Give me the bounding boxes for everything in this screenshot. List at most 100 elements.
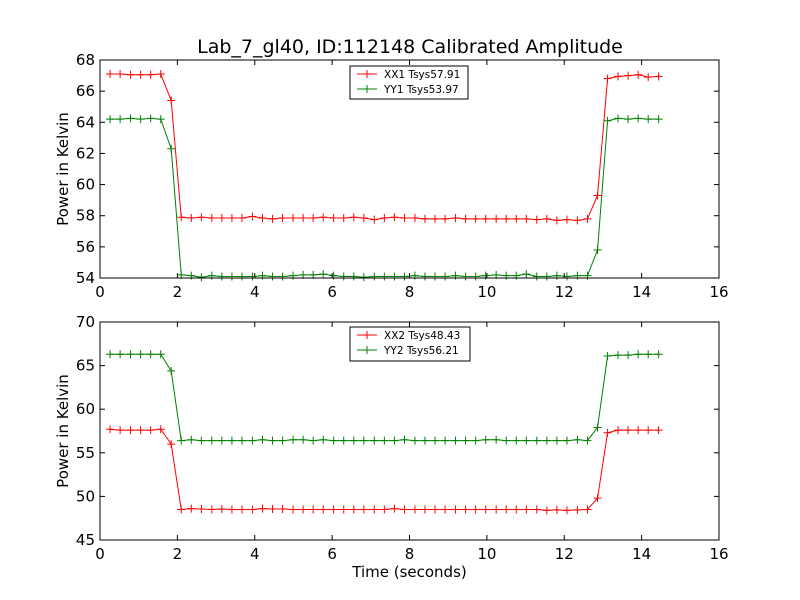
x-tick-label: 2 [173,283,183,301]
data-point [654,72,663,81]
data-point [319,270,328,279]
legend-marker [363,70,371,78]
data-point [146,114,155,123]
data-point [156,350,165,359]
x-tick-label: 10 [477,545,496,563]
data-point [126,426,135,435]
data-point [116,70,125,79]
data-point [573,216,582,225]
data-point [359,505,368,514]
data-point [492,214,501,223]
data-point [471,505,480,514]
x-tick-label: 16 [709,283,728,301]
data-point [400,435,409,444]
x-tick-label: 12 [555,545,574,563]
data-point [492,505,501,514]
data-point [207,505,216,514]
data-point [512,214,521,223]
data-point [258,435,267,444]
data-point [309,436,318,445]
y-tick-label: 64 [76,113,95,131]
y-tick-label: 70 [76,313,95,331]
data-point [461,505,470,514]
data-point [634,70,643,79]
legend-label: YY2 Tsys56.21 [383,345,459,357]
x-tick-label: 12 [555,283,574,301]
data-point [217,272,226,281]
data-point [593,423,602,432]
legend-label: XX1 Tsys57.91 [384,69,460,81]
legend-box [349,326,471,362]
x-tick-label: 14 [632,545,651,563]
data-point [126,350,135,359]
data-point [167,366,176,375]
data-point [167,440,176,449]
data-point [420,272,429,281]
data-point [400,505,409,514]
legend-label: YY1 Tsys53.97 [383,84,459,96]
data-point [420,505,429,514]
data-point [217,436,226,445]
data-point [532,436,541,445]
data-point [349,272,358,281]
x-tick-label: 0 [95,545,105,563]
data-point [461,214,470,223]
data-point [106,115,115,124]
data-point [471,436,480,445]
data-point [380,436,389,445]
data-point [410,505,419,514]
data-point [319,213,328,222]
data-point [451,436,460,445]
data-point [562,215,571,224]
data-point [278,272,287,281]
data-point [106,425,115,434]
data-point [532,272,541,281]
data-point [502,436,511,445]
data-point [370,505,379,514]
data-point [410,436,419,445]
data-point [492,435,501,444]
data-point [431,214,440,223]
y-tick-label: 54 [76,269,95,287]
data-point [197,273,206,282]
data-point [359,436,368,445]
data-point [268,505,277,514]
data-point [654,426,663,435]
data-point [522,270,531,279]
data-point [603,352,612,361]
y-tick-label: 50 [76,487,95,505]
x-tick-label: 4 [250,545,260,563]
data-point [624,426,633,435]
data-point [126,114,135,123]
data-point [481,435,490,444]
data-point [441,505,450,514]
data-point [634,426,643,435]
data-point [542,214,551,223]
data-point [187,214,196,223]
data-point [431,505,440,514]
data-point [370,215,379,224]
data-point [502,505,511,514]
data-point [390,504,399,513]
y-tick-label: 62 [76,144,95,162]
data-point [227,505,236,514]
data-point [359,214,368,223]
legend: XX1 Tsys57.91 YY1 Tsys53.97 [349,65,469,100]
data-point [156,425,165,434]
legend-label: XX2 Tsys48.43 [384,330,460,342]
data-point [197,213,206,222]
data-point [146,350,155,359]
data-point [116,115,125,124]
data-point [431,272,440,281]
data-point [451,214,460,223]
data-point [106,70,115,79]
y-tick-label: 58 [76,207,95,225]
data-point [126,70,135,79]
data-point [370,272,379,281]
data-point [237,272,246,281]
data-point [481,505,490,514]
data-point [349,505,358,514]
data-point [237,436,246,445]
data-point [207,436,216,445]
